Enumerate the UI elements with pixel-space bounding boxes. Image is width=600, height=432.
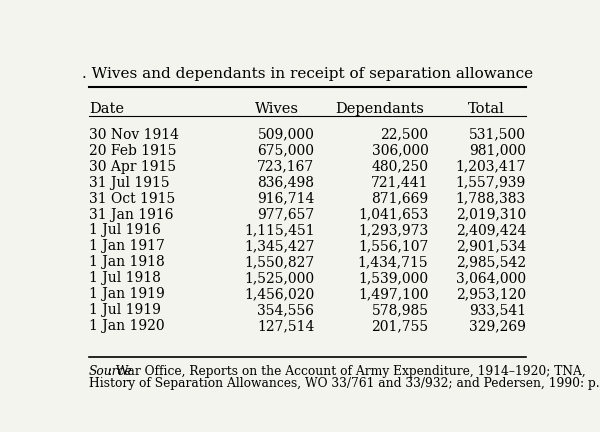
- Text: 723,167: 723,167: [257, 159, 314, 174]
- Text: 1 Jan 1920: 1 Jan 1920: [89, 319, 164, 333]
- Text: 31 Jan 1916: 31 Jan 1916: [89, 207, 173, 222]
- Text: 306,000: 306,000: [371, 144, 428, 158]
- Text: 916,714: 916,714: [257, 191, 314, 206]
- Text: Date: Date: [89, 102, 124, 116]
- Text: 1,497,100: 1,497,100: [358, 287, 428, 302]
- Text: 1 Jan 1918: 1 Jan 1918: [89, 255, 164, 270]
- Text: 578,985: 578,985: [371, 303, 428, 318]
- Text: 1,556,107: 1,556,107: [358, 239, 428, 254]
- Text: 201,755: 201,755: [371, 319, 428, 333]
- Text: 836,498: 836,498: [257, 175, 314, 190]
- Text: 31 Oct 1915: 31 Oct 1915: [89, 191, 175, 206]
- Text: Total: Total: [468, 102, 505, 116]
- Text: . Wives and dependants in receipt of separation allowance: . Wives and dependants in receipt of sep…: [82, 67, 533, 81]
- Text: 1,456,020: 1,456,020: [244, 287, 314, 302]
- Text: 3,064,000: 3,064,000: [456, 271, 526, 286]
- Text: 2,953,120: 2,953,120: [456, 287, 526, 302]
- Text: History of Separation Allowances, WO 33/761 and 33/932; and Pedersen, 1990: p. 9: History of Separation Allowances, WO 33/…: [89, 377, 600, 390]
- Text: 22,500: 22,500: [380, 128, 428, 142]
- Text: 1,293,973: 1,293,973: [358, 223, 428, 238]
- Text: 933,541: 933,541: [469, 303, 526, 318]
- Text: 127,514: 127,514: [257, 319, 314, 333]
- Text: 981,000: 981,000: [469, 144, 526, 158]
- Text: 354,556: 354,556: [257, 303, 314, 318]
- Text: 30 Nov 1914: 30 Nov 1914: [89, 128, 179, 142]
- Text: 1 Jan 1917: 1 Jan 1917: [89, 239, 165, 254]
- Text: 31 Jul 1915: 31 Jul 1915: [89, 175, 170, 190]
- Text: 977,657: 977,657: [257, 207, 314, 222]
- Text: 20 Feb 1915: 20 Feb 1915: [89, 144, 176, 158]
- Text: 1,788,383: 1,788,383: [456, 191, 526, 206]
- Text: 1,345,427: 1,345,427: [244, 239, 314, 254]
- Text: 2,985,542: 2,985,542: [456, 255, 526, 270]
- Text: 2,019,310: 2,019,310: [456, 207, 526, 222]
- Text: 1,203,417: 1,203,417: [455, 159, 526, 174]
- Text: 1,557,939: 1,557,939: [456, 175, 526, 190]
- Text: 329,269: 329,269: [469, 319, 526, 333]
- Text: 721,441: 721,441: [371, 175, 428, 190]
- Text: 480,250: 480,250: [371, 159, 428, 174]
- Text: 1,525,000: 1,525,000: [244, 271, 314, 286]
- Text: 1 Jul 1919: 1 Jul 1919: [89, 303, 161, 318]
- Text: 871,669: 871,669: [371, 191, 428, 206]
- Text: Wives: Wives: [255, 102, 299, 116]
- Text: : War Office, Reports on the Account of Army Expenditure, 1914–1920; TNA,: : War Office, Reports on the Account of …: [107, 365, 586, 378]
- Text: 1 Jan 1919: 1 Jan 1919: [89, 287, 164, 302]
- Text: 1 Jul 1918: 1 Jul 1918: [89, 271, 161, 286]
- Text: 1 Jul 1916: 1 Jul 1916: [89, 223, 161, 238]
- Text: 1,434,715: 1,434,715: [358, 255, 428, 270]
- Text: 2,409,424: 2,409,424: [455, 223, 526, 238]
- Text: Dependants: Dependants: [335, 102, 424, 116]
- Text: 1,115,451: 1,115,451: [244, 223, 314, 238]
- Text: 531,500: 531,500: [469, 128, 526, 142]
- Text: 509,000: 509,000: [257, 128, 314, 142]
- Text: Source: Source: [89, 365, 133, 378]
- Text: 1,041,653: 1,041,653: [358, 207, 428, 222]
- Text: 1,550,827: 1,550,827: [244, 255, 314, 270]
- Text: 1,539,000: 1,539,000: [358, 271, 428, 286]
- Text: 675,000: 675,000: [257, 144, 314, 158]
- Text: 30 Apr 1915: 30 Apr 1915: [89, 159, 176, 174]
- Text: 2,901,534: 2,901,534: [456, 239, 526, 254]
